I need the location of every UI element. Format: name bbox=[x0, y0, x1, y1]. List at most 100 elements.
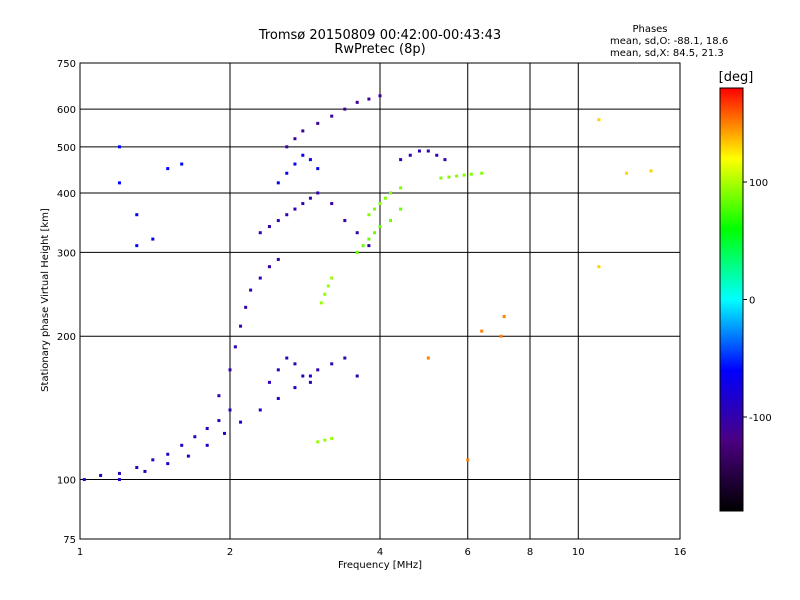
stats-line-o: mean, sd,O: -88.1, 18.6 bbox=[610, 36, 728, 47]
data-point bbox=[180, 162, 184, 166]
data-point bbox=[326, 284, 330, 288]
x-tick-label: 4 bbox=[377, 547, 383, 558]
x-tick-label: 6 bbox=[465, 547, 471, 558]
data-point bbox=[316, 191, 320, 195]
data-point bbox=[276, 219, 280, 223]
y-tick-label: 75 bbox=[63, 535, 76, 546]
data-point bbox=[499, 334, 503, 338]
data-point bbox=[258, 276, 262, 280]
data-point bbox=[367, 237, 371, 241]
data-point bbox=[117, 471, 121, 475]
data-point bbox=[316, 121, 320, 125]
data-point bbox=[151, 237, 155, 241]
data-point bbox=[367, 97, 371, 101]
data-point bbox=[276, 396, 280, 400]
chart-title: Tromsø 20150809 00:42:00-00:43:43 bbox=[258, 28, 501, 43]
data-point bbox=[308, 196, 312, 200]
data-point bbox=[316, 368, 320, 372]
data-point bbox=[373, 231, 377, 235]
data-point bbox=[186, 454, 190, 458]
data-point bbox=[378, 94, 382, 98]
data-point bbox=[426, 356, 430, 360]
data-point bbox=[239, 324, 243, 328]
x-tick-label: 10 bbox=[572, 547, 585, 558]
data-point bbox=[151, 458, 155, 462]
data-point bbox=[316, 440, 320, 444]
data-point bbox=[244, 305, 248, 309]
data-point bbox=[367, 213, 371, 217]
data-point bbox=[426, 149, 430, 153]
data-point bbox=[276, 181, 280, 185]
data-point bbox=[399, 158, 403, 162]
data-point bbox=[480, 329, 484, 333]
data-point bbox=[355, 231, 359, 235]
data-point bbox=[455, 174, 459, 178]
data-point bbox=[355, 250, 359, 254]
data-point bbox=[285, 356, 289, 360]
data-point bbox=[308, 374, 312, 378]
data-point bbox=[143, 469, 147, 473]
data-point bbox=[135, 244, 139, 248]
plot-area: 1 2 4 6 8 10 16 75 100 200 300 400 500 600 750 bbox=[57, 59, 686, 558]
data-point bbox=[502, 315, 506, 319]
colorbar-tick-label: 100 bbox=[749, 178, 768, 189]
y-tick-label: 100 bbox=[57, 476, 76, 487]
data-point bbox=[462, 173, 466, 177]
data-point bbox=[276, 368, 280, 372]
y-tick-label: 750 bbox=[57, 59, 76, 70]
data-point bbox=[193, 435, 197, 439]
data-point bbox=[285, 213, 289, 217]
data-point bbox=[267, 265, 271, 269]
data-point bbox=[480, 171, 484, 175]
data-point bbox=[285, 171, 289, 175]
data-point bbox=[301, 374, 305, 378]
data-point bbox=[367, 244, 371, 248]
y-tick-label: 200 bbox=[57, 332, 76, 343]
data-point bbox=[228, 408, 232, 412]
data-point bbox=[205, 443, 209, 447]
data-point bbox=[217, 419, 221, 423]
data-point bbox=[166, 452, 170, 456]
data-point bbox=[135, 213, 139, 217]
data-point bbox=[466, 458, 470, 462]
data-point bbox=[399, 207, 403, 211]
data-point bbox=[597, 118, 601, 122]
data-point bbox=[301, 202, 305, 206]
data-point bbox=[435, 153, 439, 157]
colorbar-label: [deg] bbox=[719, 70, 754, 85]
x-tick-label: 1 bbox=[77, 547, 83, 558]
data-point bbox=[330, 436, 334, 440]
data-point bbox=[301, 129, 305, 133]
data-point bbox=[330, 276, 334, 280]
x-axis-label: Frequency [MHz] bbox=[338, 560, 422, 571]
data-point bbox=[355, 100, 359, 104]
data-point bbox=[276, 257, 280, 261]
data-point bbox=[316, 167, 320, 171]
data-point bbox=[135, 465, 139, 469]
colorbar-tick-label: 0 bbox=[749, 296, 755, 307]
data-point bbox=[99, 473, 103, 477]
data-point bbox=[301, 153, 305, 157]
data-point bbox=[597, 265, 601, 269]
colorbar-tick-label: -100 bbox=[749, 413, 772, 424]
data-point bbox=[267, 225, 271, 229]
data-point bbox=[323, 438, 327, 442]
data-point bbox=[469, 172, 473, 176]
data-point bbox=[439, 176, 443, 180]
data-point bbox=[117, 145, 121, 149]
data-point bbox=[343, 219, 347, 223]
data-point bbox=[267, 380, 271, 384]
data-point bbox=[389, 191, 393, 195]
data-point bbox=[330, 202, 334, 206]
y-tick-label: 600 bbox=[57, 105, 76, 116]
data-point bbox=[343, 107, 347, 111]
data-point bbox=[383, 196, 387, 200]
data-point bbox=[180, 443, 184, 447]
data-point bbox=[447, 175, 451, 179]
data-point bbox=[443, 158, 447, 162]
data-point bbox=[258, 231, 262, 235]
x-tick-label: 2 bbox=[227, 547, 233, 558]
data-point bbox=[389, 219, 393, 223]
data-point bbox=[308, 158, 312, 162]
data-point bbox=[399, 186, 403, 190]
